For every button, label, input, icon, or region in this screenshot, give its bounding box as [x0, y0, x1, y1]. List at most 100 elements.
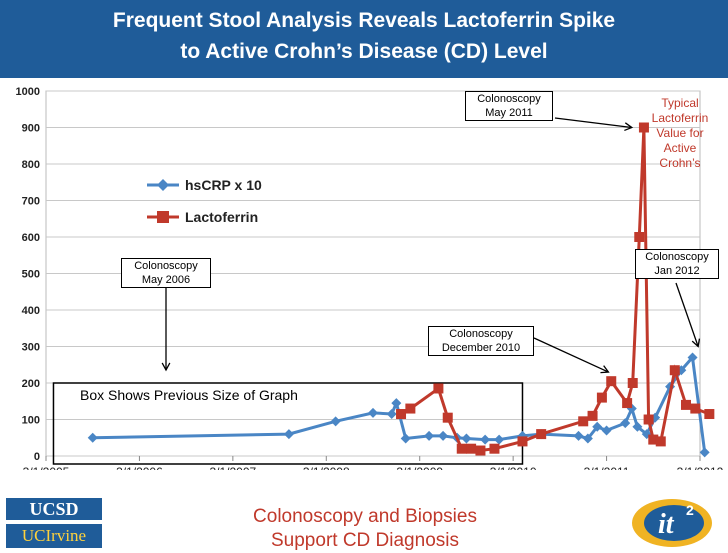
lactoferrin-point — [489, 443, 500, 454]
lactoferrin-point — [680, 399, 691, 410]
callout-dec-2010-line2: December 2010 — [441, 342, 521, 354]
x-tick-label: 3/1/2008 — [303, 465, 350, 470]
lactoferrin-point — [627, 378, 638, 388]
callout-arrowhead — [691, 338, 701, 348]
lactoferrin-point — [622, 398, 633, 409]
y-tick-label: 700 — [22, 196, 40, 208]
y-tick-label: 1000 — [16, 86, 40, 98]
lactoferrin-point — [517, 436, 528, 447]
y-tick-label: 400 — [22, 305, 40, 317]
y-tick-label: 0 — [34, 451, 40, 463]
callout-may-2011-line2: May 2011 — [485, 107, 533, 119]
hscrp-point — [400, 433, 411, 444]
legend-marker-hscrp — [157, 179, 169, 191]
hscrp-point — [601, 425, 612, 436]
lactoferrin-point — [466, 443, 477, 454]
hscrp-point — [438, 430, 449, 441]
hscrp-point — [699, 447, 710, 458]
lactoferrin-point — [596, 392, 607, 403]
y-tick-label: 500 — [22, 269, 40, 281]
callout-may-2006-line1: Colonoscopy — [134, 260, 198, 272]
x-tick-label: 3/1/2005 — [23, 465, 70, 470]
x-tick-label: 3/1/2006 — [116, 465, 163, 470]
y-tick-label: 100 — [22, 415, 40, 427]
callout-dec-2010: Colonoscopy December 2010 — [428, 326, 534, 356]
hscrp-point — [391, 398, 402, 409]
hscrp-point — [424, 430, 435, 441]
lactoferrin-point — [704, 409, 715, 420]
callout-arrowhead — [161, 362, 171, 372]
lactoferrin-point — [442, 412, 453, 423]
callout-arrow — [533, 337, 609, 373]
typical-line3: Value for — [656, 126, 704, 140]
callout-jan-2012-line1: Colonoscopy — [645, 251, 709, 263]
it2-logo-sup: 2 — [686, 502, 694, 518]
hscrp-point — [461, 433, 472, 444]
hscrp-point — [87, 432, 98, 443]
callout-may-2006: Colonoscopy May 2006 — [121, 258, 211, 288]
caption-line2: Support CD Diagnosis — [271, 530, 459, 551]
lactoferrin-point — [405, 403, 416, 414]
hscrp-point — [330, 416, 341, 427]
ucirvine-logo: UCIrvine — [6, 524, 102, 548]
lactoferrin-point — [578, 416, 589, 427]
lactoferrin-point — [634, 232, 645, 242]
hscrp-point — [573, 430, 584, 441]
lactoferrin-point — [606, 376, 617, 387]
callout-arrow — [675, 282, 699, 347]
legend-label: hsCRP x 10 — [185, 177, 262, 193]
hscrp-point — [386, 409, 397, 420]
previous-size-box — [52, 382, 524, 465]
y-tick-label: 300 — [22, 342, 40, 354]
hscrp-point — [592, 421, 603, 432]
y-tick-label: 600 — [22, 232, 40, 244]
lactoferrin-point — [638, 122, 649, 133]
lactoferrin-point — [433, 383, 444, 394]
x-tick-label: 3/1/2012 — [677, 465, 724, 470]
typical-line2: Lactoferrin — [651, 111, 709, 125]
typical-line4: Active — [663, 141, 697, 155]
it2-logo-text: it — [658, 509, 675, 540]
slide-title-line1: Frequent Stool Analysis Reveals Lactofer… — [112, 9, 616, 32]
slide-title-line2: to Active Crohn’s Disease (CD) Level — [180, 40, 548, 63]
x-tick-label: 3/1/2007 — [209, 465, 256, 470]
hscrp-point — [494, 434, 505, 445]
hscrp-point — [368, 407, 378, 418]
y-tick-label: 800 — [22, 159, 40, 171]
hscrp-point — [480, 434, 491, 445]
caption-line1: Colonoscopy and Biopsies — [253, 506, 477, 527]
lactoferrin-point — [669, 365, 680, 376]
lactoferrin-point — [536, 429, 547, 440]
callout-jan-2012-line2: Jan 2012 — [654, 265, 700, 277]
legend-label: Lactoferrin — [185, 209, 258, 225]
typical-line5: Crohn’s — [659, 156, 701, 170]
callout-arrow — [554, 117, 632, 129]
callout-arrowhead — [624, 122, 634, 132]
lactoferrin-point — [643, 414, 654, 425]
hscrp-point — [620, 418, 631, 429]
chart: 0 100 200 300 400 500 600 700 800 900 1000 3/1/2005… — [16, 86, 724, 470]
previous-size-box-label: Box Shows Previous Size of Graph — [80, 387, 298, 403]
it2-logo-core — [644, 505, 704, 541]
callout-dec-2010-line1: Colonoscopy — [449, 328, 513, 340]
y-tick-label: 900 — [22, 123, 40, 135]
ucsd-logo: UCSD — [6, 498, 102, 520]
typical-line1: Typical — [661, 96, 699, 110]
legend-marker-lactoferrin — [157, 211, 169, 223]
y-tick-label: 200 — [22, 378, 40, 390]
footer — [0, 470, 728, 553]
lactoferrin-point — [475, 445, 486, 456]
lactoferrin-point — [396, 409, 407, 420]
callout-may-2006-line2: May 2006 — [141, 274, 191, 286]
callout-arrowhead — [600, 365, 610, 374]
lactoferrin-point — [456, 443, 467, 454]
x-tick-label: 3/1/2009 — [396, 465, 443, 470]
lactoferrin-point — [648, 434, 659, 445]
typical-lactoferrin-label: Typical Lactoferrin Value for Active Cro… — [640, 96, 720, 171]
lactoferrin-point — [690, 403, 701, 414]
hscrp-point — [632, 421, 643, 432]
it2-logo: it 2 — [632, 499, 712, 547]
callout-may-2011-line1: Colonoscopy — [477, 93, 541, 105]
callout-may-2011: Colonoscopy May 2011 — [465, 91, 553, 121]
x-tick-label: 3/1/2010 — [490, 465, 537, 470]
